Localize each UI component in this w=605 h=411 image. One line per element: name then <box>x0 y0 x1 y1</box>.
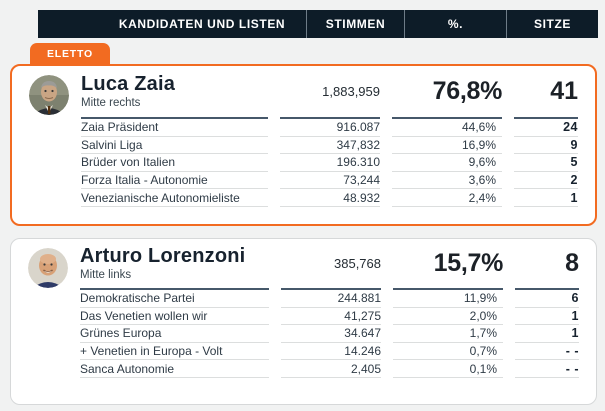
party-votes: 244.881 <box>281 290 381 308</box>
party-row: Forza Italia - Autonomie 73,244 3,6% 2 <box>81 172 578 190</box>
party-row: Das Venetien wollen wir 41,275 2,0% 1 <box>80 308 579 326</box>
candidate-votes-cell: 385,768 <box>281 239 381 290</box>
party-seats: 6 <box>515 290 579 308</box>
party-name: Brüder von Italien <box>81 154 268 172</box>
party-percent: 3,6% <box>392 172 502 190</box>
results-header-bar: KANDIDATEN UND LISTEN STIMMEN %. SITZE <box>38 10 598 38</box>
party-name: Das Venetien wollen wir <box>80 308 269 326</box>
candidate-summary-row: Arturo Lorenzoni Mitte links 385,768 15,… <box>80 239 579 290</box>
candidate-seats-cell: 8 <box>515 239 579 290</box>
candidate-name: Luca Zaia <box>81 73 176 95</box>
party-name: + Venetien in Europa - Volt <box>80 343 269 361</box>
party-percent: 2,0% <box>393 308 503 326</box>
candidate-votes: 1,883,959 <box>322 84 380 99</box>
party-percent: 0,1% <box>393 360 503 378</box>
party-percent: 2,4% <box>392 189 502 207</box>
candidate-percent-cell: 15,7% <box>393 239 503 290</box>
party-row: Demokratische Partei 244.881 11,9% 6 <box>80 290 579 308</box>
candidate-name-cell: Arturo Lorenzoni Mitte links <box>80 239 269 290</box>
party-name: Forza Italia - Autonomie <box>81 172 268 190</box>
party-votes: 73,244 <box>280 172 380 190</box>
candidate-percent: 15,7% <box>433 249 504 277</box>
party-name: Demokratische Partei <box>80 290 269 308</box>
party-name: Grünes Europa <box>80 325 269 343</box>
party-votes: 347,832 <box>280 137 380 155</box>
candidate-coalition: Mitte links <box>80 269 132 281</box>
party-percent: 44,6% <box>392 119 502 137</box>
party-name: Sanca Autonomie <box>80 360 269 378</box>
header-col-prozent: %. <box>404 10 506 38</box>
header-col-kandidaten: KANDIDATEN UND LISTEN <box>118 17 286 31</box>
candidate-percent: 76,8% <box>432 77 503 105</box>
party-seats: 24 <box>514 119 578 137</box>
party-seats: 9 <box>514 137 578 155</box>
party-votes: 196.310 <box>280 154 380 172</box>
party-seats: - - <box>515 343 579 361</box>
candidate-coalition: Mitte rechts <box>81 97 141 109</box>
party-seats: 5 <box>514 154 578 172</box>
party-seats: 1 <box>515 308 579 326</box>
party-name: Zaia Präsident <box>81 119 268 137</box>
candidate-photo-lorenzoni <box>28 248 68 288</box>
party-row: Zaia Präsident 916.087 44,6% 24 <box>81 119 578 137</box>
candidate-photo-zaia <box>29 75 69 115</box>
party-seats: 1 <box>515 325 579 343</box>
candidate-card-zaia: Luca Zaia Mitte rechts 1,883,959 76,8% 4… <box>10 64 597 226</box>
party-votes: 48.932 <box>280 189 380 207</box>
party-votes: 34.647 <box>281 325 381 343</box>
party-votes: 14.246 <box>281 343 381 361</box>
header-col-sitze: SITZE <box>506 10 598 38</box>
party-percent: 9,6% <box>392 154 502 172</box>
party-percent: 0,7% <box>393 343 503 361</box>
party-row: Grünes Europa 34.647 1,7% 1 <box>80 325 579 343</box>
party-seats: 2 <box>514 172 578 190</box>
party-percent: 1,7% <box>393 325 503 343</box>
party-row: Sanca Autonomie 2,405 0,1% - - <box>80 360 579 378</box>
party-row: + Venetien in Europa - Volt 14.246 0,7% … <box>80 343 579 361</box>
party-row: Brüder von Italien 196.310 9,6% 5 <box>81 154 578 172</box>
party-name: Salvini Liga <box>81 137 268 155</box>
candidate-percent-cell: 76,8% <box>392 66 502 119</box>
party-name: Venezianische Autonomieliste <box>81 189 268 207</box>
candidate-seats: 41 <box>550 77 578 105</box>
party-votes: 2,405 <box>281 360 381 378</box>
party-seats: - - <box>515 360 579 378</box>
party-votes: 916.087 <box>280 119 380 137</box>
party-row: Salvini Liga 347,832 16,9% 9 <box>81 137 578 155</box>
candidate-seats-cell: 41 <box>514 66 578 119</box>
candidate-votes-cell: 1,883,959 <box>280 66 380 119</box>
candidate-seats: 8 <box>565 249 579 277</box>
elected-badge: ELETTO <box>30 43 110 64</box>
candidate-votes: 385,768 <box>334 256 381 271</box>
candidate-summary-row: Luca Zaia Mitte rechts 1,883,959 76,8% 4… <box>81 66 578 119</box>
candidate-name-cell: Luca Zaia Mitte rechts <box>81 66 268 119</box>
party-seats: 1 <box>514 189 578 207</box>
party-votes: 41,275 <box>281 308 381 326</box>
candidate-name: Arturo Lorenzoni <box>80 245 246 267</box>
party-percent: 16,9% <box>392 137 502 155</box>
party-percent: 11,9% <box>393 290 503 308</box>
candidate-card-lorenzoni: Arturo Lorenzoni Mitte links 385,768 15,… <box>10 238 597 405</box>
party-row: Venezianische Autonomieliste 48.932 2,4%… <box>81 189 578 207</box>
header-col-stimmen: STIMMEN <box>306 10 404 38</box>
